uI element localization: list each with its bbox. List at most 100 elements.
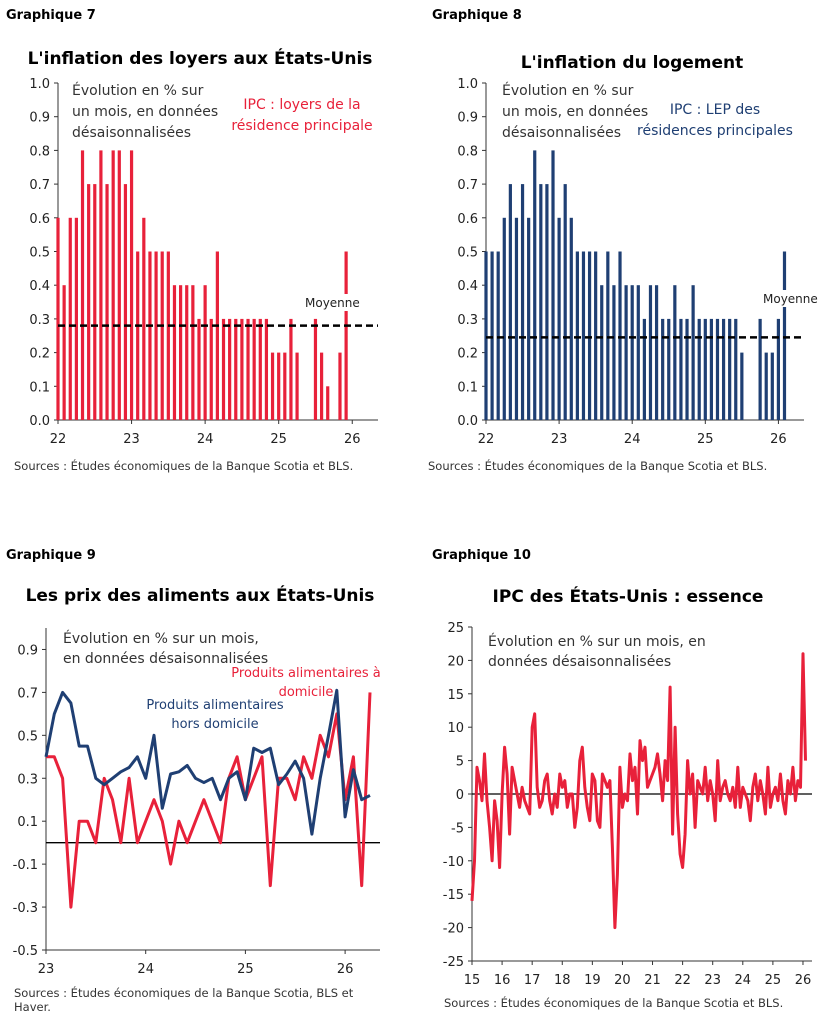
bar <box>295 352 299 420</box>
y-tick-label: 10 <box>447 721 464 736</box>
bar <box>654 285 659 420</box>
bar <box>502 217 506 420</box>
x-tick-label: 25 <box>270 432 287 447</box>
y-tick-label: 0.8 <box>29 144 50 159</box>
y-tick-label: 0.1 <box>457 380 478 395</box>
bar <box>68 217 72 420</box>
y-tick-label: -20 <box>443 922 464 937</box>
bar <box>136 251 140 420</box>
bar <box>62 285 66 420</box>
bar <box>734 318 738 420</box>
y-tick-label: -0.5 <box>13 944 38 959</box>
chart-panel-8: Graphique 8 L'inflation du logement 0.0 0.… <box>414 0 828 490</box>
bar <box>648 285 653 420</box>
chart-note: Évolution en % sur <box>72 82 204 99</box>
bar <box>289 318 293 420</box>
bar <box>709 318 713 420</box>
series-label: Produits alimentaires <box>146 698 284 713</box>
y-tick-label: 0.9 <box>457 111 478 126</box>
bar <box>148 251 152 420</box>
note-bg <box>68 80 216 142</box>
x-tick-label: 19 <box>584 973 601 988</box>
bar <box>606 251 610 420</box>
series-line <box>46 692 372 909</box>
bar <box>563 184 567 420</box>
bar <box>344 251 348 420</box>
y-tick-label: 0.6 <box>29 212 50 227</box>
x-tick-label: 26 <box>344 432 361 447</box>
chart-7-svg: L'inflation des loyers aux États-Unis 0.0… <box>14 47 378 473</box>
x-tick-label: 22 <box>478 432 495 447</box>
bar <box>129 150 134 420</box>
bar <box>179 285 183 420</box>
bar <box>105 184 109 420</box>
x-tick-label: 25 <box>237 962 254 977</box>
source-note: Sources : Études économiques de la Banqu… <box>444 995 783 1010</box>
y-tick-label: 0.0 <box>29 414 50 429</box>
y-tick-label: 5 <box>456 755 464 770</box>
chart-8-svg: L'inflation du logement 0.0 0.1 0.2 0.3 0.4 0.… <box>428 53 821 473</box>
bar <box>721 318 726 420</box>
bar <box>283 352 287 420</box>
y-tick-label: 0.4 <box>457 279 478 294</box>
bar <box>166 251 170 420</box>
series-label: résidence principale <box>231 118 372 134</box>
y-tick-label: 0.7 <box>457 178 478 193</box>
bar <box>142 217 146 420</box>
chart-title: IPC des États-Unis : essence <box>493 585 764 607</box>
series-label: IPC : LEP des <box>670 102 760 118</box>
source-note: Sources : Études économiques de la Banqu… <box>14 985 354 1000</box>
series-label: résidences principales <box>637 123 793 139</box>
x-tick-label: 24 <box>197 432 214 447</box>
x-tick-label: 24 <box>735 973 752 988</box>
bar <box>252 318 256 420</box>
source-note: Sources : Études économiques de la Banqu… <box>14 458 353 473</box>
bar <box>557 217 561 420</box>
series-line <box>44 688 371 836</box>
bar <box>258 318 262 420</box>
bar <box>587 251 592 420</box>
bar <box>667 318 671 420</box>
y-tick-label: 0.1 <box>17 815 38 830</box>
y-tick-label: 20 <box>447 654 464 669</box>
y-tick-label: -0.3 <box>13 901 38 916</box>
bar <box>93 184 97 420</box>
series-label: Produits alimentaires à <box>231 666 380 681</box>
x-tick-label: 25 <box>697 432 714 447</box>
y-tick-label: -15 <box>443 888 464 903</box>
bar <box>679 318 683 420</box>
series-line <box>470 652 807 930</box>
bar <box>612 285 616 420</box>
x-tick-label: 26 <box>795 973 812 988</box>
bar <box>277 352 281 420</box>
x-tick-label: 26 <box>770 432 787 447</box>
chart-note: Évolution en % sur un mois, en <box>488 633 706 650</box>
y-tick-label: 0.7 <box>29 178 50 193</box>
chart-number-label: Graphique 10 <box>432 548 531 563</box>
source-note: Haver. <box>14 1000 51 1014</box>
bar <box>338 352 342 420</box>
series-label: hors domicile <box>171 717 258 732</box>
bar <box>703 318 707 420</box>
bar <box>117 150 121 420</box>
x-tick-label: 16 <box>494 973 511 988</box>
mean-label-bg <box>757 290 821 307</box>
chart-note: un mois, en données <box>72 104 218 120</box>
mean-label: Moyenne <box>305 296 360 310</box>
chart-panel-7: Graphique 7 L'inflation des loyers aux É… <box>0 0 414 490</box>
bar <box>661 318 665 420</box>
x-tick-label: 21 <box>644 973 661 988</box>
bar <box>685 318 689 420</box>
chart-note: en données désaisonnalisées <box>63 651 268 667</box>
y-tick-label: 0.3 <box>17 772 38 787</box>
chart-9-svg: Les prix des aliments aux États-Unis -0.5… <box>13 584 381 1014</box>
bar <box>111 150 115 420</box>
y-tick-label: 0.5 <box>17 729 38 744</box>
y-tick-label: 0.9 <box>29 111 50 126</box>
bar <box>160 251 164 420</box>
y-tick-label: 0.3 <box>29 313 50 328</box>
chart-note: un mois, en données <box>502 104 648 120</box>
bar <box>728 318 732 420</box>
bar <box>776 318 781 420</box>
bar <box>215 251 219 420</box>
